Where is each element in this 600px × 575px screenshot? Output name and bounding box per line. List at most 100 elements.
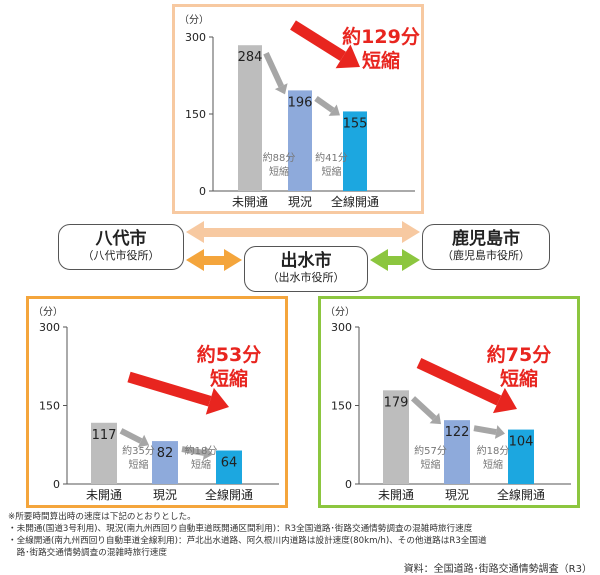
chart-panel-izumi-kagoshima: （分） 300 150 0 179 未開通 122 現況 104 全線開通 約57分 短縮 約18分 短縮… — [318, 296, 580, 508]
route-arrow-izumi-kagoshima — [370, 249, 420, 271]
category-label: 現況 — [288, 194, 312, 209]
step-reduction-label: 短縮 — [269, 165, 289, 178]
total-reduction-label: 短縮 — [362, 49, 400, 72]
reduction-arrow-head — [205, 387, 229, 415]
category-label: 現況 — [153, 487, 177, 502]
unit-label: （分） — [179, 14, 209, 26]
bar-chart-yatsushiro-kagoshima: （分）3001500284未開通196現況155全線開通約88分短縮約41分短縮… — [179, 14, 420, 209]
reduction-arrow — [290, 20, 346, 62]
route-arrow-yatsushiro-kagoshima — [186, 221, 420, 243]
footnote-line: ・未開通(国道3号利用)、現況(南九州西回り自動車道既開通区間利用)：R3全国道… — [8, 524, 473, 534]
source-note: 資料：全国道路･街路交通情勢調査（R3） — [403, 564, 592, 575]
city-box-izumi: 出水市 （出水市役所） — [244, 246, 368, 292]
bar-chart-izumi-kagoshima: （分）3001500179未開通122現況104全線開通約57分短縮約18分短縮… — [325, 306, 571, 502]
y-tick-label: 0 — [345, 478, 352, 491]
route-arrow-yatsushiro-izumi — [186, 249, 242, 271]
footnote-line: 路･街路交通情勢調査の混雑時旅行速度 — [8, 548, 167, 558]
total-reduction-label: 約53分 — [197, 343, 261, 366]
step-reduction-label: 短縮 — [483, 458, 503, 471]
category-label: 未開通 — [378, 488, 414, 502]
category-label: 未開通 — [86, 488, 122, 502]
bar-2 — [444, 420, 470, 484]
bar-1 — [383, 390, 409, 484]
reduction-arrow-head — [492, 387, 517, 414]
step-arrow-head — [274, 83, 288, 95]
value-label: 196 — [288, 95, 313, 110]
city-name-izumi: 出水市 — [280, 251, 332, 271]
city-name-kagoshima: 鹿児島市 — [452, 229, 520, 249]
category-label: 未開通 — [232, 195, 268, 209]
reduction-arrow — [127, 371, 212, 407]
value-label: 179 — [384, 395, 409, 410]
y-tick-label: 300 — [185, 31, 206, 44]
bar-1 — [238, 45, 262, 191]
bar-3 — [343, 111, 367, 191]
y-tick-label: 0 — [199, 185, 206, 198]
step-reduction-label: 短縮 — [322, 165, 342, 178]
step-arrow-head — [494, 425, 505, 439]
unit-label: （分） — [33, 306, 63, 318]
bar-2 — [288, 90, 312, 191]
step-reduction-label: 約18分 — [185, 444, 218, 457]
y-tick-label: 300 — [39, 321, 60, 334]
y-tick-label: 300 — [331, 321, 352, 334]
bar-chart-yatsushiro-izumi: （分）3001500117未開通82現況64全線開通約35分短縮約18分短縮約5… — [33, 306, 279, 502]
step-reduction-label: 約88分 — [263, 151, 296, 164]
bar-2 — [152, 441, 178, 484]
city-box-yatsushiro: 八代市 （八代市役所） — [58, 224, 184, 270]
unit-label: （分） — [325, 306, 355, 318]
category-label: 全線開通 — [205, 487, 253, 502]
y-tick-label: 150 — [39, 400, 60, 413]
reduction-arrow — [416, 358, 502, 406]
category-label: 現況 — [445, 487, 469, 502]
step-arrow-head — [202, 446, 213, 460]
step-arrow — [119, 428, 143, 444]
total-reduction-label: 短縮 — [210, 367, 248, 390]
y-tick-label: 150 — [185, 108, 206, 121]
step-arrow — [410, 396, 437, 421]
step-arrow — [263, 51, 284, 88]
bar-1 — [91, 422, 117, 484]
step-reduction-label: 約18分 — [477, 444, 510, 457]
footnote-line: ※所要時間算出時の速度は下記のとおりとした。 — [8, 512, 196, 522]
footnotes: ※所要時間算出時の速度は下記のとおりとした。 ・未開通(国道3号利用)、現況(南… — [8, 511, 598, 559]
chart-panel-yatsushiro-kagoshima: （分） 300 150 0 284 未開通 196 現況 155 全線開通 約88分 短縮 約41分 短縮… — [172, 4, 424, 214]
step-reduction-label: 約35分 — [122, 444, 155, 457]
step-arrow-head — [429, 412, 441, 425]
footnote-line: ・全線開通(南九州西回り自動車道全線利用)：芦北出水道路、阿久根川内道路は設計速… — [8, 536, 487, 546]
category-label: 全線開通 — [497, 487, 545, 502]
city-office-yatsushiro: （八代市役所） — [82, 249, 160, 262]
step-reduction-label: 短縮 — [421, 458, 441, 471]
category-label: 全線開通 — [331, 194, 379, 209]
step-arrow-head — [328, 104, 340, 116]
total-reduction-label: 約129分 — [342, 25, 420, 48]
y-tick-label: 0 — [53, 478, 60, 491]
value-label: 122 — [445, 425, 470, 440]
value-label: 117 — [92, 428, 117, 443]
bar-3 — [508, 429, 534, 484]
chart-panel-yatsushiro-izumi: （分） 300 150 0 117 未開通 82 現況 64 全線開通 約35分 短縮 約18分 短縮 約5… — [26, 296, 288, 508]
city-office-izumi: （出水市役所） — [267, 271, 345, 284]
value-label: 284 — [238, 50, 263, 65]
step-arrow — [314, 95, 335, 113]
value-label: 104 — [509, 435, 534, 450]
y-tick-label: 150 — [331, 400, 352, 413]
city-office-kagoshima: （鹿児島市役所） — [442, 249, 530, 262]
value-label: 155 — [343, 116, 368, 131]
total-reduction-label: 短縮 — [500, 367, 538, 390]
city-box-kagoshima: 鹿児島市 （鹿児島市役所） — [422, 224, 550, 270]
step-reduction-label: 短縮 — [191, 458, 211, 471]
value-label: 64 — [221, 456, 238, 471]
step-reduction-label: 約57分 — [414, 444, 447, 457]
city-name-yatsushiro: 八代市 — [95, 229, 147, 249]
bar-3 — [216, 450, 242, 484]
reduction-arrow-head — [335, 44, 360, 69]
value-label: 82 — [157, 446, 174, 461]
total-reduction-label: 約75分 — [487, 343, 551, 366]
step-arrow-head — [137, 434, 149, 448]
step-arrow — [473, 425, 497, 435]
step-arrow — [181, 446, 205, 456]
step-reduction-label: 短縮 — [129, 458, 149, 471]
route-arrows — [186, 221, 420, 271]
step-reduction-label: 約41分 — [315, 151, 348, 164]
